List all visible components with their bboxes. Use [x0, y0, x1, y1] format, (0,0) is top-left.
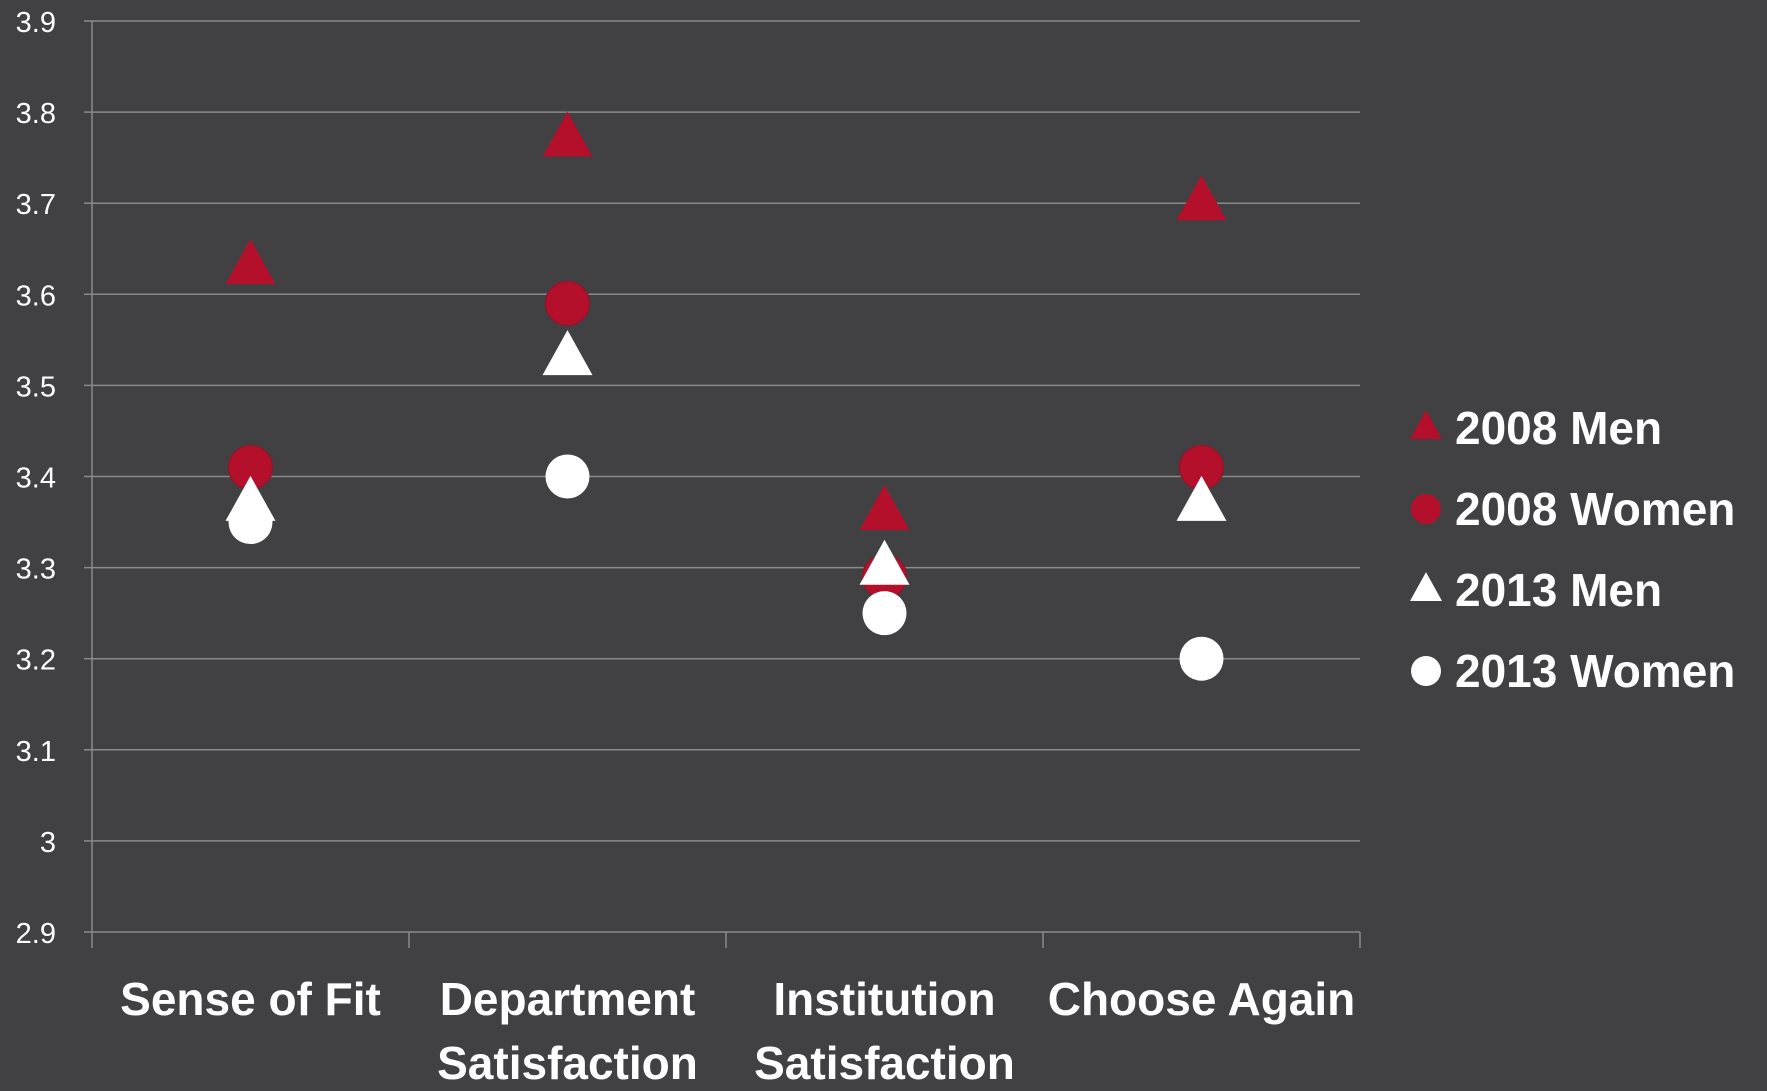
x-category-label-line: Sense of Fit	[120, 973, 381, 1025]
y-tick-label: 2.9	[16, 918, 56, 950]
series-2013-men	[225, 330, 1227, 585]
white-triangle-icon	[1410, 572, 1442, 601]
data-point	[544, 280, 591, 327]
y-tick-label: 3.5	[16, 371, 56, 403]
data-point	[542, 330, 593, 376]
data-point	[859, 539, 910, 585]
data-point	[862, 591, 907, 636]
marks-layer	[225, 111, 1227, 681]
y-tick-label: 3	[40, 827, 56, 859]
x-category-label-line: Institution	[773, 973, 995, 1025]
legend-label: 2008 Women	[1455, 483, 1735, 535]
red-circle-icon	[1411, 494, 1441, 524]
x-category-label: Institution Satisfaction	[754, 973, 1015, 1086]
legend: 2008 Men 2008 Women 2013 Men 2013 Women	[1410, 402, 1735, 697]
data-point	[545, 454, 590, 499]
y-tick-label: 3.2	[16, 645, 56, 677]
x-category-label-line: Satisfaction	[754, 1037, 1015, 1086]
data-point	[225, 239, 276, 285]
red-triangle-icon	[1410, 410, 1442, 439]
x-category-label-line: Department	[440, 973, 696, 1025]
x-category-label: Department Satisfaction	[437, 973, 698, 1086]
y-tick-label: 3.3	[16, 554, 56, 586]
data-point	[1179, 636, 1224, 681]
data-point	[859, 485, 910, 531]
data-point	[1176, 175, 1227, 221]
data-point	[542, 111, 593, 157]
legend-label: 2013 Women	[1455, 645, 1735, 697]
axis-layer: 3.9 3.8 3.7 3.6 3.5 3.4 3.3 3.2 3.1 3 2.9 Sense of …	[16, 7, 1361, 1089]
data-point	[1176, 475, 1227, 521]
legend-item: 2008 Men	[1410, 402, 1662, 454]
y-tick-label: 3.1	[16, 736, 56, 768]
series-2013-women	[228, 454, 1224, 681]
legend-label: 2008 Men	[1455, 402, 1662, 454]
y-tick-label: 3.4	[16, 463, 56, 495]
grid-layer	[92, 20, 1360, 842]
legend-label: 2013 Men	[1455, 564, 1662, 616]
y-tick-label: 3.9	[16, 7, 56, 39]
series-2008-women	[227, 280, 1225, 600]
white-circle-icon	[1411, 656, 1441, 686]
x-category-label-line: Choose Again	[1048, 973, 1356, 1025]
y-tick-label: 3.8	[16, 98, 56, 130]
x-category-label: Sense of Fit	[120, 973, 381, 1025]
legend-item: 2013 Women	[1411, 645, 1735, 697]
data-point	[228, 500, 273, 545]
y-tick-label: 3.7	[16, 189, 56, 221]
series-2008-men	[225, 111, 1227, 531]
legend-item: 2013 Men	[1410, 564, 1662, 616]
y-tick-label: 3.6	[16, 280, 56, 312]
x-category-label-line: Satisfaction	[437, 1037, 698, 1086]
legend-item: 2008 Women	[1411, 483, 1735, 535]
x-category-label: Choose Again	[1048, 973, 1356, 1025]
